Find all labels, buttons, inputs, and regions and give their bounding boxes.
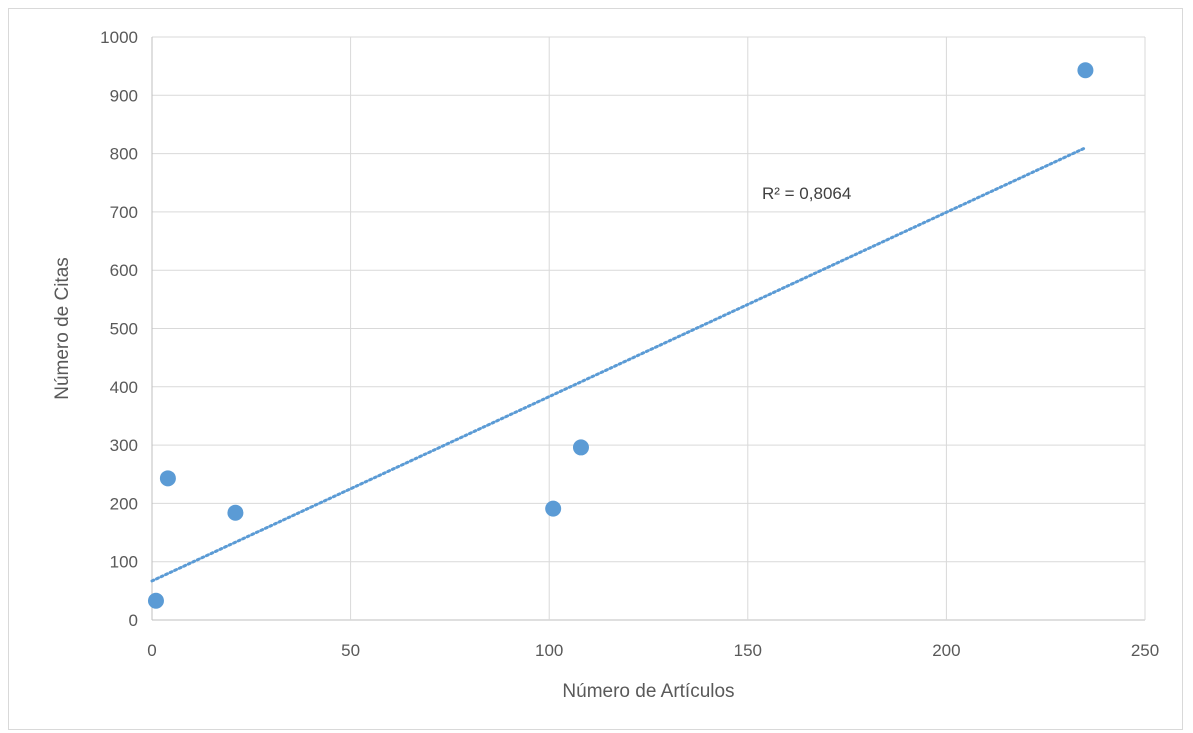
data-points <box>147 62 1094 609</box>
y-axis-title: Número de Citas <box>52 257 73 400</box>
r-squared-label: R² = 0,8064 <box>762 184 851 203</box>
y-tick-label: 900 <box>110 86 138 105</box>
x-tick-label: 250 <box>1131 641 1159 660</box>
trendline <box>150 146 1087 583</box>
y-tick-label: 1000 <box>100 28 138 47</box>
y-tick-label: 800 <box>110 145 138 164</box>
y-tick-label: 300 <box>110 436 138 455</box>
data-point <box>1077 62 1094 79</box>
data-point <box>572 439 589 456</box>
chart-frame <box>8 8 1183 730</box>
y-tick-label: 100 <box>110 553 138 572</box>
y-tick-label: 500 <box>110 320 138 339</box>
data-point <box>227 504 244 521</box>
x-tick-label: 200 <box>932 641 960 660</box>
data-point <box>159 470 176 487</box>
y-tick-label: 400 <box>110 378 138 397</box>
x-tick-label: 100 <box>535 641 563 660</box>
grid-lines <box>151 36 1146 621</box>
data-point <box>147 592 164 609</box>
y-tick-labels: 0 100 200 300 400 500 600 700 800 900 1000 <box>100 28 138 630</box>
y-tick-label: 200 <box>110 494 138 513</box>
x-tick-labels: 0 50 100 150 200 250 <box>147 641 1159 660</box>
x-tick-label: 0 <box>147 641 156 660</box>
y-tick-label: 600 <box>110 261 138 280</box>
y-tick-label: 0 <box>129 611 138 630</box>
x-tick-label: 150 <box>734 641 762 660</box>
x-axis-title: Número de Artículos <box>562 681 734 702</box>
y-tick-label: 700 <box>110 203 138 222</box>
data-point <box>545 500 562 517</box>
x-tick-label: 50 <box>341 641 360 660</box>
